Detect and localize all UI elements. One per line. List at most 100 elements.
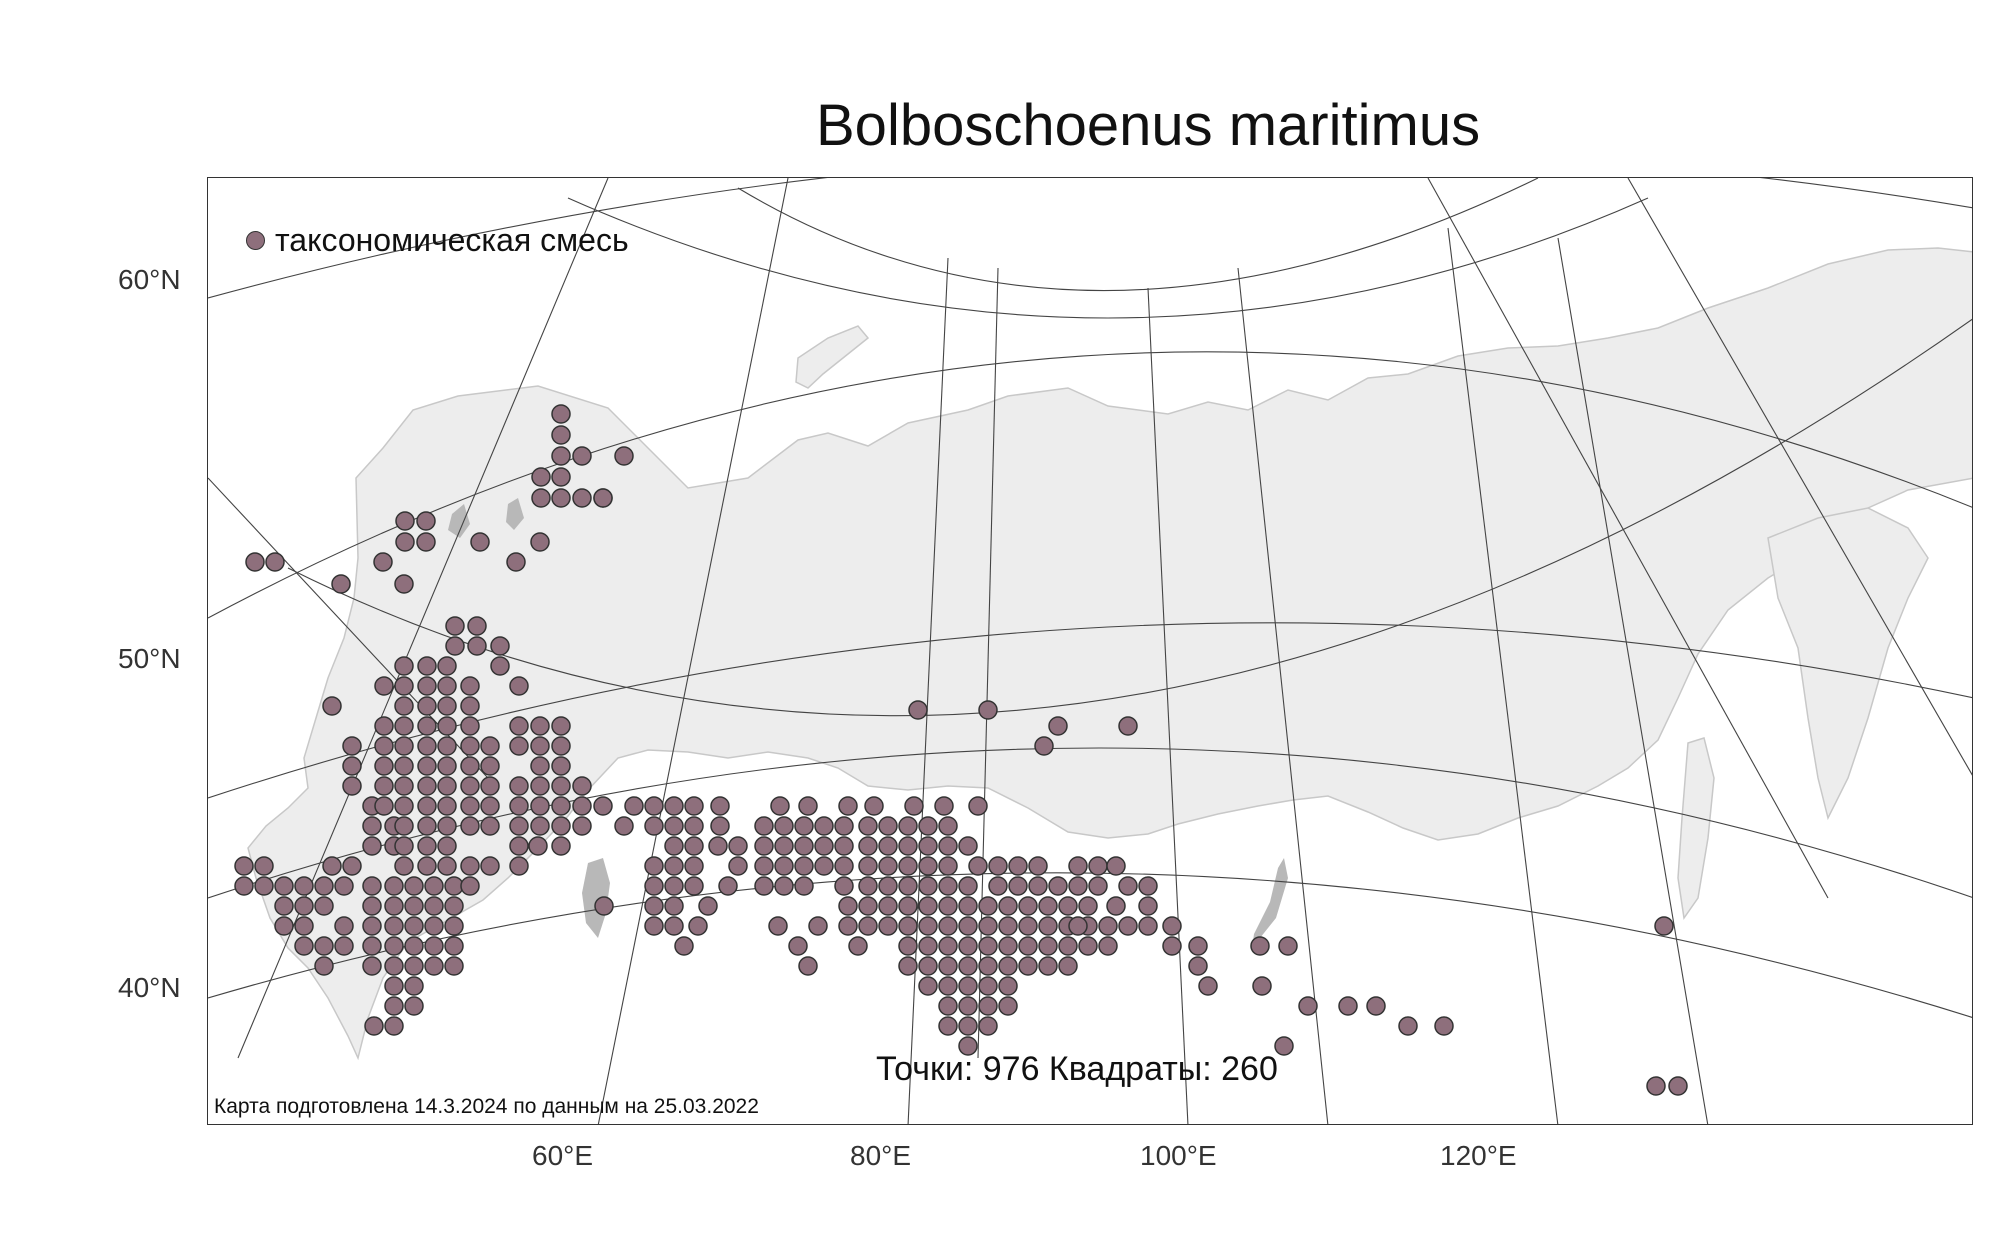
distribution-point xyxy=(314,956,334,976)
distribution-point xyxy=(664,896,684,916)
distribution-point xyxy=(814,816,834,836)
distribution-point xyxy=(334,916,354,936)
distribution-point xyxy=(417,756,437,776)
distribution-point xyxy=(530,776,550,796)
distribution-point xyxy=(728,836,748,856)
distribution-point xyxy=(808,916,828,936)
distribution-point xyxy=(342,776,362,796)
distribution-point xyxy=(918,976,938,996)
distribution-point xyxy=(531,467,551,487)
distribution-point xyxy=(437,836,457,856)
distribution-point xyxy=(394,856,414,876)
lat-label-60n: 60°N xyxy=(118,264,181,295)
distribution-point xyxy=(322,856,342,876)
distribution-point xyxy=(531,488,551,508)
distribution-point xyxy=(1138,916,1158,936)
distribution-point xyxy=(838,796,858,816)
distribution-point xyxy=(467,636,487,656)
distribution-point xyxy=(384,936,404,956)
legend-label: таксономическая смесь xyxy=(275,222,629,258)
distribution-point xyxy=(958,896,978,916)
distribution-point xyxy=(509,796,529,816)
distribution-point xyxy=(664,876,684,896)
distribution-point xyxy=(551,796,571,816)
distribution-point xyxy=(1018,896,1038,916)
distribution-point xyxy=(480,756,500,776)
distribution-point xyxy=(1162,936,1182,956)
distribution-point xyxy=(1058,936,1078,956)
distribution-point xyxy=(362,916,382,936)
distribution-point xyxy=(644,816,664,836)
distribution-point xyxy=(294,916,314,936)
distribution-point xyxy=(374,716,394,736)
distribution-point xyxy=(417,816,437,836)
distribution-point xyxy=(918,816,938,836)
distribution-point xyxy=(858,856,878,876)
distribution-point xyxy=(878,896,898,916)
distribution-point xyxy=(708,836,728,856)
lake-baikal xyxy=(1252,858,1288,948)
distribution-point xyxy=(1098,916,1118,936)
legend-swatch xyxy=(246,231,265,250)
distribution-point xyxy=(958,836,978,856)
distribution-point xyxy=(460,716,480,736)
distribution-point xyxy=(374,736,394,756)
distribution-point xyxy=(958,956,978,976)
distribution-point xyxy=(798,956,818,976)
distribution-point xyxy=(394,736,414,756)
distribution-point xyxy=(394,716,414,736)
distribution-point xyxy=(898,936,918,956)
distribution-point xyxy=(794,876,814,896)
distribution-point xyxy=(978,996,998,1016)
distribution-point xyxy=(460,816,480,836)
distribution-point xyxy=(384,1016,404,1036)
caspian-sea xyxy=(582,858,610,938)
distribution-point xyxy=(710,796,730,816)
distribution-point xyxy=(838,916,858,936)
distribution-point xyxy=(710,816,730,836)
distribution-point xyxy=(245,552,265,572)
distribution-point xyxy=(480,796,500,816)
distribution-point xyxy=(858,916,878,936)
distribution-point xyxy=(918,856,938,876)
distribution-point xyxy=(362,836,382,856)
distribution-point xyxy=(938,996,958,1016)
distribution-point xyxy=(384,956,404,976)
distribution-point xyxy=(814,836,834,856)
distribution-point xyxy=(274,896,294,916)
distribution-point xyxy=(551,425,571,445)
distribution-point xyxy=(572,488,592,508)
distribution-point xyxy=(1018,916,1038,936)
distribution-point xyxy=(265,552,285,572)
distribution-point xyxy=(998,936,1018,956)
distribution-point xyxy=(394,816,414,836)
distribution-point xyxy=(968,856,988,876)
distribution-point xyxy=(794,816,814,836)
distribution-point xyxy=(551,816,571,836)
distribution-point xyxy=(1106,856,1126,876)
distribution-point xyxy=(551,488,571,508)
distribution-point xyxy=(342,756,362,776)
distribution-point xyxy=(898,956,918,976)
distribution-point xyxy=(938,856,958,876)
distribution-point xyxy=(384,976,404,996)
distribution-point xyxy=(444,896,464,916)
distribution-point xyxy=(374,756,394,776)
distribution-point xyxy=(314,896,334,916)
distribution-point xyxy=(754,876,774,896)
distribution-point xyxy=(394,676,414,696)
distribution-point xyxy=(1038,916,1058,936)
distribution-point xyxy=(404,996,424,1016)
distribution-point xyxy=(698,896,718,916)
distribution-point xyxy=(417,716,437,736)
distribution-point xyxy=(1038,936,1058,956)
distribution-point xyxy=(998,976,1018,996)
distribution-point xyxy=(551,446,571,466)
distribution-point xyxy=(530,532,550,552)
distribution-point xyxy=(437,796,457,816)
distribution-point xyxy=(490,636,510,656)
distribution-point xyxy=(437,756,457,776)
distribution-point xyxy=(688,916,708,936)
distribution-point xyxy=(404,896,424,916)
distribution-point xyxy=(1188,956,1208,976)
